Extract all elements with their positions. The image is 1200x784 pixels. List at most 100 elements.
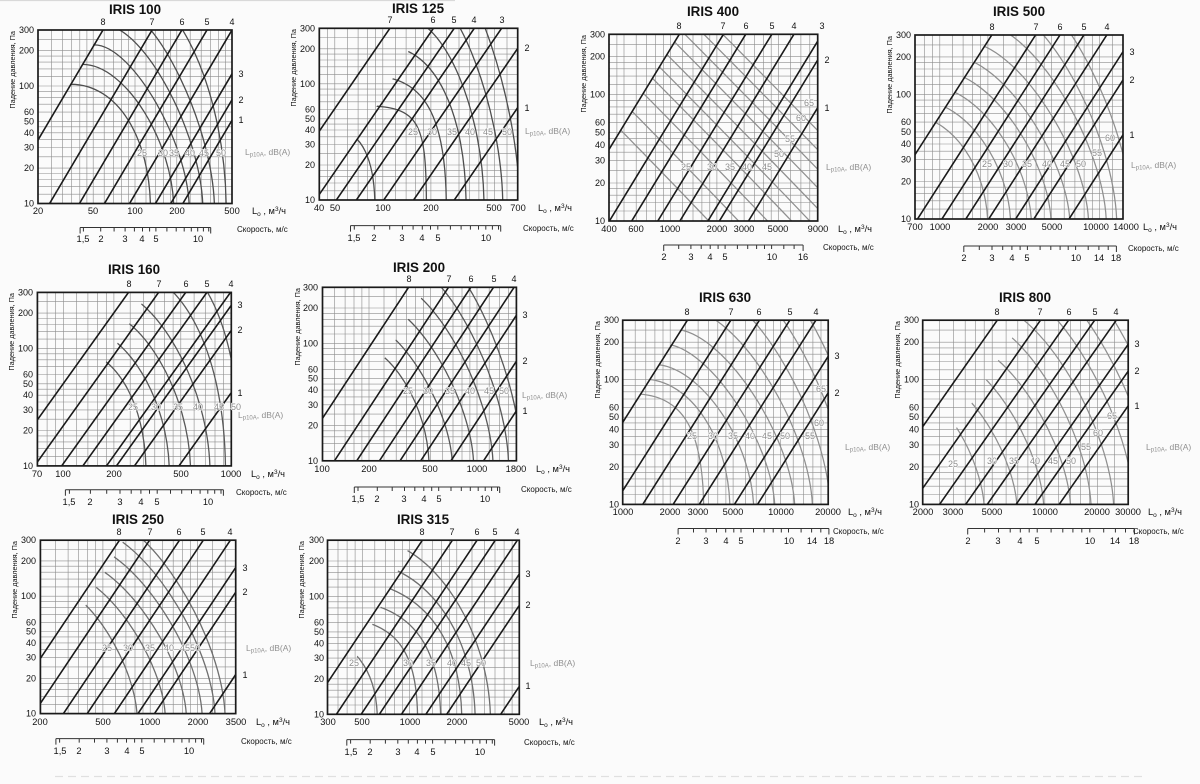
svg-text:45: 45	[180, 643, 190, 653]
svg-text:Скорость, м/с: Скорость, м/с	[241, 737, 292, 746]
svg-text:100: 100	[303, 338, 318, 348]
svg-text:45: 45	[1060, 159, 1070, 169]
svg-text:200: 200	[106, 469, 122, 479]
svg-text:6: 6	[176, 527, 181, 537]
svg-text:40: 40	[609, 424, 619, 434]
svg-text:4: 4	[1017, 536, 1022, 546]
svg-text:6: 6	[743, 21, 748, 31]
svg-text:6: 6	[468, 274, 473, 284]
svg-text:500: 500	[422, 464, 438, 474]
svg-text:Lo , м3/ч: Lo , м3/ч	[252, 206, 286, 218]
svg-text:3500: 3500	[226, 717, 247, 727]
svg-text:6: 6	[474, 527, 479, 537]
svg-text:100: 100	[55, 469, 71, 479]
svg-text:Скорость, м/с: Скорость, м/с	[1128, 244, 1179, 253]
svg-text:3: 3	[995, 536, 1000, 546]
svg-text:40: 40	[465, 127, 475, 137]
svg-text:2: 2	[1129, 75, 1134, 85]
svg-text:300: 300	[309, 535, 324, 545]
svg-text:30: 30	[151, 402, 161, 412]
svg-text:14: 14	[1110, 536, 1120, 546]
svg-text:Скорость, м/с: Скорость, м/с	[236, 488, 287, 497]
svg-text:5: 5	[491, 274, 496, 284]
svg-text:3000: 3000	[688, 507, 709, 517]
svg-text:50: 50	[231, 402, 241, 412]
svg-text:55: 55	[805, 431, 815, 441]
svg-text:60: 60	[26, 617, 36, 627]
svg-text:50: 50	[88, 206, 98, 216]
svg-text:Lo , м3/ч: Lo , м3/ч	[538, 203, 572, 215]
svg-text:1000: 1000	[140, 717, 161, 727]
svg-text:Lo , м3/ч: Lo , м3/ч	[1148, 507, 1182, 519]
svg-text:Lp10A, dB(A): Lp10A, dB(A)	[530, 658, 575, 670]
svg-text:6: 6	[756, 307, 761, 317]
svg-text:100: 100	[19, 81, 34, 91]
svg-text:IRIS 630: IRIS 630	[699, 290, 751, 305]
svg-text:5: 5	[139, 746, 144, 756]
svg-text:40: 40	[909, 424, 919, 434]
svg-text:300: 300	[300, 23, 315, 33]
svg-text:50: 50	[24, 116, 34, 126]
svg-text:30: 30	[901, 155, 911, 165]
svg-text:5: 5	[769, 21, 774, 31]
svg-text:25: 25	[948, 459, 958, 469]
svg-text:60: 60	[308, 364, 318, 374]
svg-text:30: 30	[305, 140, 315, 150]
svg-text:10: 10	[609, 499, 619, 509]
svg-text:20: 20	[33, 206, 43, 216]
svg-text:3: 3	[525, 569, 530, 579]
svg-text:3: 3	[238, 69, 243, 79]
svg-text:3: 3	[104, 746, 109, 756]
svg-text:40: 40	[314, 203, 324, 213]
svg-text:25: 25	[681, 162, 691, 172]
svg-text:50: 50	[595, 128, 605, 138]
svg-text:100: 100	[309, 591, 324, 601]
svg-text:60: 60	[901, 117, 911, 127]
svg-text:600: 600	[628, 224, 644, 234]
svg-text:Падение давления, Па: Падение давления, Па	[593, 320, 602, 399]
svg-text:10: 10	[203, 497, 213, 507]
svg-text:6: 6	[1066, 307, 1071, 317]
svg-text:40: 40	[23, 390, 33, 400]
svg-text:2000: 2000	[913, 507, 934, 517]
svg-text:5: 5	[435, 233, 440, 243]
svg-text:50: 50	[1076, 159, 1086, 169]
svg-text:2: 2	[76, 746, 81, 756]
svg-text:IRIS 125: IRIS 125	[392, 1, 445, 16]
svg-text:4: 4	[813, 307, 818, 317]
svg-text:4: 4	[1113, 307, 1118, 317]
svg-text:Падение давления, Па: Падение давления, Па	[289, 28, 298, 107]
svg-text:20: 20	[24, 163, 34, 173]
svg-text:5: 5	[153, 234, 158, 244]
svg-text:100: 100	[604, 375, 619, 385]
svg-text:50: 50	[330, 203, 340, 213]
svg-text:40: 40	[465, 386, 475, 396]
svg-text:700: 700	[510, 203, 526, 213]
svg-text:Lo , м3/ч: Lo , м3/ч	[848, 507, 882, 519]
svg-text:35: 35	[426, 658, 436, 668]
svg-text:8: 8	[676, 21, 681, 31]
svg-text:300: 300	[896, 30, 911, 40]
svg-text:2: 2	[522, 356, 527, 366]
svg-text:1: 1	[238, 115, 243, 125]
svg-text:100: 100	[314, 464, 330, 474]
svg-text:30: 30	[1003, 159, 1013, 169]
svg-text:300: 300	[320, 717, 336, 727]
svg-text:50: 50	[23, 379, 33, 389]
svg-text:Lo , м3/ч: Lo , м3/ч	[251, 469, 285, 481]
svg-text:5: 5	[204, 17, 209, 27]
svg-text:Lp10A, dB(A): Lp10A, dB(A)	[525, 126, 570, 138]
svg-text:10: 10	[314, 709, 324, 719]
svg-text:200: 200	[21, 556, 36, 566]
svg-text:1: 1	[824, 103, 829, 113]
svg-text:300: 300	[904, 315, 919, 325]
svg-text:2000: 2000	[447, 717, 468, 727]
svg-text:3: 3	[237, 300, 242, 310]
svg-text:8: 8	[989, 22, 994, 32]
svg-text:2: 2	[374, 494, 379, 504]
svg-text:7: 7	[387, 15, 392, 25]
svg-text:10000: 10000	[768, 507, 794, 517]
svg-text:Падение давления, Па: Падение давления, Па	[7, 292, 16, 371]
svg-text:7: 7	[156, 279, 161, 289]
svg-text:20: 20	[609, 462, 619, 472]
